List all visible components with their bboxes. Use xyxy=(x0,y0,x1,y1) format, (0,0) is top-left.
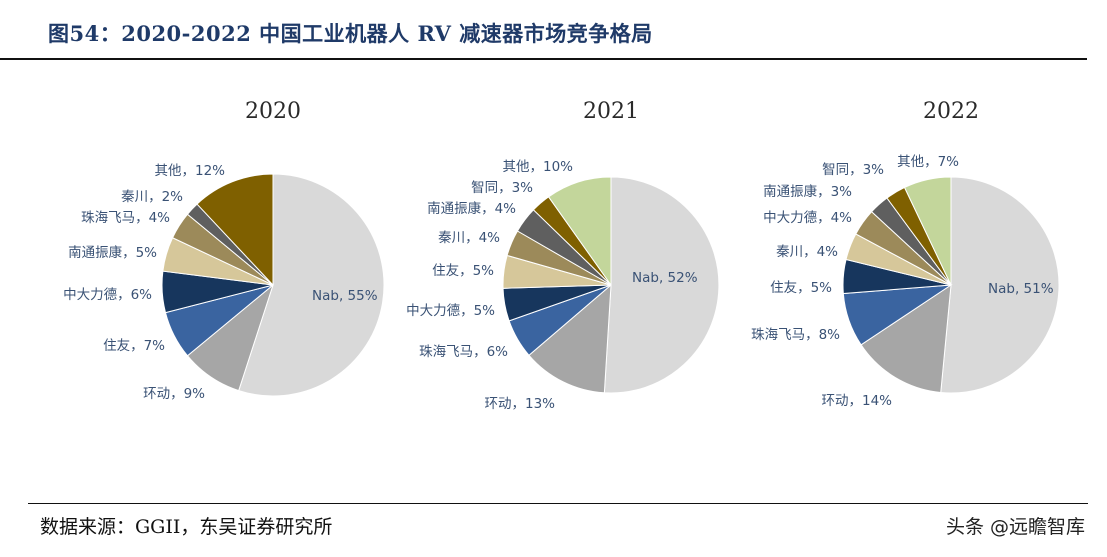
slice-label-珠海飞马: 珠海飞马，8% xyxy=(751,327,840,343)
chart-title-2021: 2021 xyxy=(583,99,639,124)
bottom-rule xyxy=(28,503,1088,504)
pie-charts: 2020 Nab, 55% 环动，9% 住友，7% 中大力德，6% 南通振康，5% 珠海飞马… xyxy=(63,99,1060,412)
pie-slice-其他 xyxy=(903,176,952,286)
slice-label-秦川: 秦川，2% xyxy=(121,189,183,205)
pie-slice-Nab xyxy=(238,173,385,397)
slice-label-中大力德: 中大力德，6% xyxy=(63,287,152,303)
slice-label-Nab: Nab, 55% xyxy=(312,288,378,304)
slice-label-住友: 住友，7% xyxy=(103,338,165,354)
data-source: 数据来源：GGII，东吴证券研究所 xyxy=(40,516,333,538)
pie-slice-Nab xyxy=(940,176,1060,394)
top-rule xyxy=(0,58,1087,60)
chart-title-2022: 2022 xyxy=(923,99,979,124)
watermark: 头条 @远瞻智库 xyxy=(945,516,1085,538)
slice-label-智同: 智同，3% xyxy=(822,162,884,178)
pie-chart-2021: 2021 Nab, 52% 环动，13% 珠海飞马，6% 中大力德，5% 住友，5% 秦川，… xyxy=(406,99,720,412)
slice-label-珠海飞马: 珠海飞马，6% xyxy=(419,344,508,360)
pie-slice-Nab xyxy=(603,176,720,394)
slice-label-其他: 其他，10% xyxy=(502,159,573,175)
slice-label-其他: 其他，7% xyxy=(897,154,959,170)
slice-label-Nab: Nab, 51% xyxy=(988,281,1054,297)
slice-label-中大力德: 中大力德，5% xyxy=(406,303,495,319)
pie-chart-2022: 2022 Nab, 51% 环动，14% 珠海飞马，8% 住友，5% 秦川，4% 中大力德，… xyxy=(751,99,1060,409)
slice-label-中大力德: 中大力德，4% xyxy=(763,210,852,226)
slice-label-南通振康: 南通振康，4% xyxy=(427,200,516,217)
slice-label-环动: 环动，9% xyxy=(143,386,205,402)
slice-label-秦川: 秦川，4% xyxy=(776,244,838,260)
slice-label-住友: 住友，5% xyxy=(432,263,494,279)
slice-label-环动: 环动，14% xyxy=(821,393,892,409)
slice-label-住友: 住友，5% xyxy=(770,280,832,296)
slice-label-珠海飞马: 珠海飞马，4% xyxy=(81,210,170,226)
slice-label-秦川: 秦川，4% xyxy=(438,230,500,246)
figure-title: 图54：2020-2022 中国工业机器人 RV 减速器市场竞争格局 xyxy=(48,21,653,46)
pie-chart-2020: 2020 Nab, 55% 环动，9% 住友，7% 中大力德，6% 南通振康，5% 珠海飞马… xyxy=(63,99,385,402)
slice-label-环动: 环动，13% xyxy=(484,396,555,412)
pie-slice-其他 xyxy=(547,176,612,287)
pie-slice-环动 xyxy=(860,284,952,394)
pie-slice-其他 xyxy=(196,173,274,287)
slice-label-智同: 智同，3% xyxy=(471,180,533,196)
slice-label-南通振康: 南通振康，5% xyxy=(68,244,157,261)
pie-slice-环动 xyxy=(528,283,612,394)
chart-title-2020: 2020 xyxy=(245,99,301,124)
slice-label-Nab: Nab, 52% xyxy=(632,270,698,286)
slice-label-其他: 其他，12% xyxy=(154,163,225,179)
slice-label-南通振康: 南通振康，3% xyxy=(763,183,852,200)
